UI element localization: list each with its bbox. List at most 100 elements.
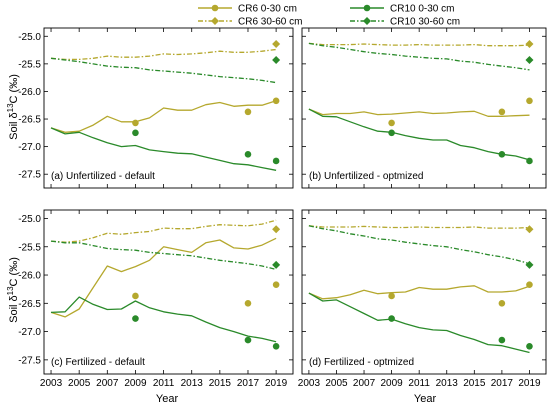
observed-point xyxy=(244,108,252,116)
observed-point xyxy=(272,281,280,288)
legend-marker xyxy=(363,17,371,25)
x-tick-label: 2017 xyxy=(237,378,260,389)
y-axis-label-bottom: Soil δ13C (‰) xyxy=(6,257,20,323)
y-tick-label: -25.0 xyxy=(18,32,41,43)
y-tick-label: -26.0 xyxy=(18,87,41,98)
observed-point xyxy=(272,56,281,64)
panel-title: (b) Unfertilized - optmized xyxy=(309,171,423,182)
series-line xyxy=(308,42,530,47)
x-tick-label: 2013 xyxy=(181,378,204,389)
legend-marker xyxy=(211,17,219,25)
legend: CR6 0-30 cm CR6 30-60 cm CR10 0-30 cm CR10 … xyxy=(198,4,460,28)
observed-point xyxy=(525,260,534,269)
x-axis-label-right: Year xyxy=(414,393,437,405)
series-line xyxy=(50,296,277,343)
x-tick-label: 2011 xyxy=(408,378,430,389)
series-line xyxy=(308,225,530,265)
observed-point xyxy=(132,315,139,322)
y-tick-label: -27.5 xyxy=(18,355,41,366)
observed-point xyxy=(526,342,533,350)
series-line xyxy=(50,219,277,243)
legend-entry: CR6 30-60 cm xyxy=(198,17,302,28)
panel-title: (a) Unfertilized - default xyxy=(51,171,155,182)
x-tick-label: 2005 xyxy=(68,378,91,389)
series-line xyxy=(308,108,530,117)
legend-label: CR10 0-30 cm xyxy=(390,4,454,15)
series-line xyxy=(50,237,277,318)
y-tick-label: -25.0 xyxy=(18,214,41,225)
series-line xyxy=(308,225,530,229)
series-line xyxy=(308,42,530,71)
x-tick-label: 2017 xyxy=(491,378,514,389)
x-tick-label: 2003 xyxy=(298,378,321,389)
series-line xyxy=(308,285,530,300)
x-tick-label: 2019 xyxy=(518,378,541,389)
observed-point xyxy=(244,336,252,344)
y-tick-label: -25.5 xyxy=(18,59,41,70)
chart-panel: (b) Unfertilized - optmized xyxy=(301,27,547,189)
chart-panel: -25.0 -25.5 -26.0 -26.5 -27.0 -27.5 2003 2005 20… xyxy=(18,209,294,389)
y-tick-label: -26.0 xyxy=(18,271,41,282)
series-line xyxy=(50,240,277,271)
x-tick-label: 2019 xyxy=(265,378,288,389)
y-tick-label: -26.5 xyxy=(18,299,41,310)
observed-point xyxy=(272,225,281,234)
x-tick-label: 2009 xyxy=(124,378,147,389)
series-line xyxy=(50,127,277,171)
legend-entry: CR6 0-30 cm xyxy=(198,4,297,15)
observed-point xyxy=(272,157,280,165)
observed-point xyxy=(498,151,506,158)
series-line xyxy=(308,108,530,161)
observed-point xyxy=(388,119,395,127)
x-tick-label: 2015 xyxy=(209,378,232,389)
observed-point xyxy=(272,260,281,269)
x-tick-label: 2009 xyxy=(380,378,403,389)
observed-point xyxy=(526,157,533,165)
legend-marker xyxy=(211,4,219,12)
observed-point xyxy=(498,108,506,116)
y-tick-label: -27.5 xyxy=(18,170,41,181)
observed-point xyxy=(525,56,534,64)
x-tick-label: 2013 xyxy=(436,378,459,389)
observed-point xyxy=(388,129,395,137)
legend-entry: CR10 30-60 cm xyxy=(350,17,460,28)
observed-point xyxy=(272,40,281,48)
observed-point xyxy=(388,292,395,300)
x-tick-label: 2015 xyxy=(463,378,486,389)
x-tick-label: 2007 xyxy=(96,378,119,389)
legend-marker xyxy=(363,4,371,12)
observed-point xyxy=(132,129,139,137)
series-line xyxy=(50,48,277,61)
observed-point xyxy=(525,40,534,48)
observed-point xyxy=(526,281,533,288)
observed-point xyxy=(498,300,506,307)
x-axis-label-left: Year xyxy=(156,393,179,405)
x-tick-label: 2003 xyxy=(40,378,63,389)
x-tick-label: 2011 xyxy=(153,378,175,389)
y-tick-label: -27.0 xyxy=(18,142,41,153)
observed-point xyxy=(525,225,534,234)
plot-frame xyxy=(301,27,547,189)
observed-point xyxy=(498,336,506,344)
plot-frame xyxy=(301,209,547,375)
chart-panel: 2003 2005 2007 2009 2011 2013 2015 2017 2019 (d) … xyxy=(298,209,547,389)
chart-panel: -25.0 -25.5 -26.0 -26.5 -27.0 -27.5 (a) Unfert… xyxy=(18,27,294,189)
observed-point xyxy=(526,97,533,105)
observed-point xyxy=(132,292,139,300)
y-tick-label: -26.5 xyxy=(18,115,41,126)
panel-title: (d) Fertilized - optmized xyxy=(309,357,414,368)
observed-point xyxy=(244,151,252,158)
series-line xyxy=(50,100,277,133)
observed-point xyxy=(388,315,395,322)
chart-panels: -25.0 -25.5 -26.0 -26.5 -27.0 -27.5 (a) Unfert… xyxy=(18,27,547,389)
legend-entry: CR10 0-30 cm xyxy=(350,4,454,15)
observed-point xyxy=(132,119,139,127)
y-tick-label: -27.0 xyxy=(18,327,41,338)
observed-point xyxy=(272,97,280,105)
legend-label: CR6 30-60 cm xyxy=(238,17,302,28)
y-axis-label-top: Soil δ13C (‰) xyxy=(6,74,20,140)
plot-frame xyxy=(43,27,294,189)
observed-point xyxy=(272,342,280,350)
x-tick-label: 2007 xyxy=(353,378,376,389)
observed-point xyxy=(244,300,252,307)
